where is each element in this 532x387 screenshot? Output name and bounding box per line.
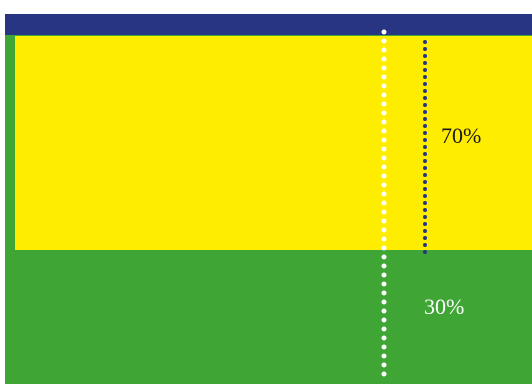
percentage-label-top: 70%: [441, 123, 482, 148]
percentage-label-bottom: 30%: [424, 294, 465, 319]
yellow-region: [15, 36, 532, 250]
top-bar: [5, 14, 532, 35]
